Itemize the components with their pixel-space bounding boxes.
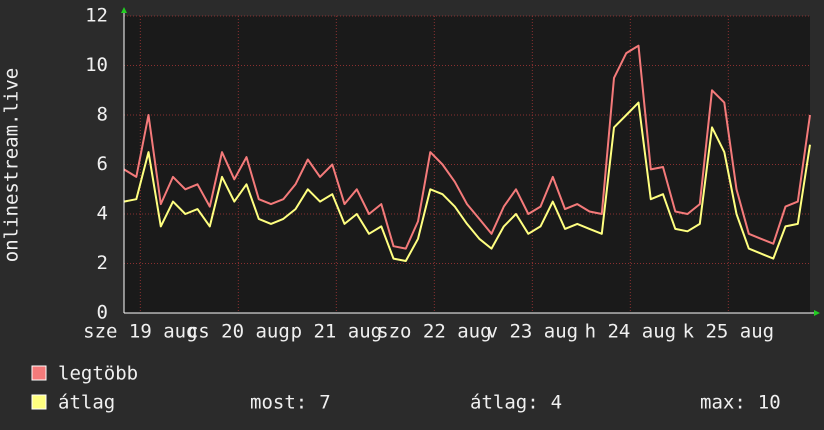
x-tick-label: h 24 aug: [585, 321, 677, 343]
stat-label: most:: [250, 392, 307, 414]
legend-label: átlag: [58, 392, 115, 414]
x-tick-label: szo 22 aug: [377, 321, 491, 343]
y-arrow: [121, 7, 127, 13]
series-line: [123, 44, 811, 250]
x-tick-label: v 23 aug: [487, 321, 579, 343]
stat-value: 10: [758, 392, 781, 414]
y-tick-label: 10: [85, 54, 108, 76]
lines: [123, 44, 811, 262]
stat-label: max:: [700, 392, 746, 414]
y-tick-label: 4: [97, 203, 108, 225]
y-tick-label: 0: [97, 302, 108, 324]
y-axis-label: onlinestream.live: [1, 68, 23, 262]
legend: legtöbb átlag most: 7 átlag: 4 max: 10: [31, 363, 781, 414]
legend-label: legtöbb: [58, 363, 138, 385]
x-tick-label: cs 20 aug: [187, 321, 290, 343]
y-tick-label: 6: [97, 153, 108, 175]
x-tick-label: sze 19 aug: [83, 321, 197, 343]
y-tick-label: 2: [97, 252, 108, 274]
legend-swatch: [31, 365, 47, 381]
y-tick-label: 12: [85, 5, 108, 27]
legend-swatch: [31, 394, 47, 410]
x-arrow: [814, 310, 820, 316]
y-tick-label: 8: [97, 104, 108, 126]
series-line: [123, 101, 811, 262]
x-tick-label: k 25 aug: [683, 321, 775, 343]
stat-value: 4: [551, 392, 562, 414]
x-tick-label: p 21 aug: [291, 321, 383, 343]
stat-value: 7: [319, 392, 330, 414]
stat-label: átlag:: [470, 392, 539, 414]
